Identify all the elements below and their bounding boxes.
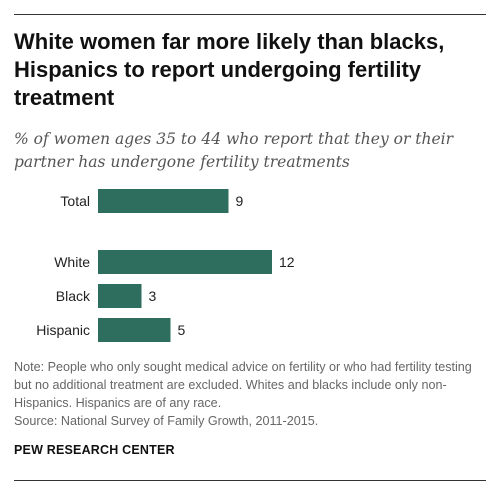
value-label-hispanic: 5 [178,322,186,338]
bar-total [98,189,229,213]
value-label-white: 12 [279,254,295,270]
value-label-black: 3 [149,288,157,304]
category-label-hispanic: Hispanic [36,322,90,338]
bar-black [98,284,142,308]
bottom-rule [14,480,486,481]
bar-chart: Total 9 White 12 Black 3 Hispanic 5 [36,189,295,342]
category-label-white: White [54,254,90,270]
top-rule [14,14,486,15]
chart-source: Source: National Survey of Family Growth… [14,414,319,428]
pew-brand-logo: PEW RESEARCH CENTER [14,443,175,457]
chart-note: Note: People who only sought medical adv… [14,360,472,410]
category-label-black: Black [56,288,91,304]
chart-title: White women far more likely than blacks,… [14,29,445,110]
bar-hispanic [98,318,171,342]
category-label-total: Total [60,193,90,209]
chart-subtitle: % of women ages 35 to 44 who report that… [14,130,454,171]
bar-white [98,250,272,274]
value-label-total: 9 [236,193,244,209]
